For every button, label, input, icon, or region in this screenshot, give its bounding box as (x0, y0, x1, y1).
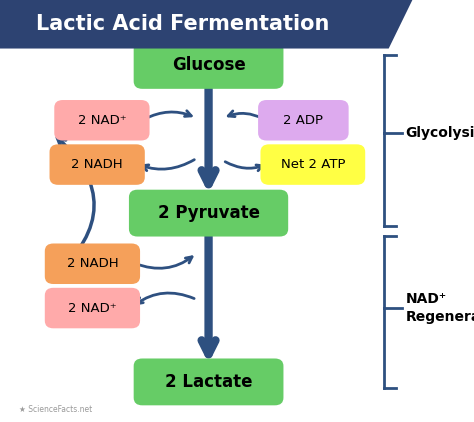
Text: 2 Pyruvate: 2 Pyruvate (157, 204, 260, 222)
Text: NAD⁺
Regeneration: NAD⁺ Regeneration (405, 292, 474, 324)
FancyBboxPatch shape (134, 359, 283, 405)
Text: ★ ScienceFacts.net: ★ ScienceFacts.net (19, 406, 92, 414)
FancyBboxPatch shape (45, 243, 140, 284)
Text: 2 NADH: 2 NADH (72, 158, 123, 171)
Text: 2 NAD⁺: 2 NAD⁺ (68, 302, 117, 314)
FancyBboxPatch shape (49, 144, 145, 185)
FancyBboxPatch shape (54, 100, 149, 141)
Text: Glucose: Glucose (172, 57, 246, 74)
FancyBboxPatch shape (261, 144, 365, 185)
FancyBboxPatch shape (129, 189, 288, 236)
Polygon shape (0, 0, 412, 49)
Text: 2 ADP: 2 ADP (283, 114, 323, 127)
Text: Glycolysis: Glycolysis (405, 126, 474, 140)
Text: 2 Lactate: 2 Lactate (165, 373, 252, 391)
Text: 2 NAD⁺: 2 NAD⁺ (78, 114, 126, 127)
FancyBboxPatch shape (45, 288, 140, 328)
Text: Lactic Acid Fermentation: Lactic Acid Fermentation (36, 14, 329, 34)
FancyBboxPatch shape (258, 100, 348, 141)
Text: 2 NADH: 2 NADH (67, 257, 118, 270)
Text: Net 2 ATP: Net 2 ATP (281, 158, 345, 171)
FancyBboxPatch shape (134, 42, 283, 89)
